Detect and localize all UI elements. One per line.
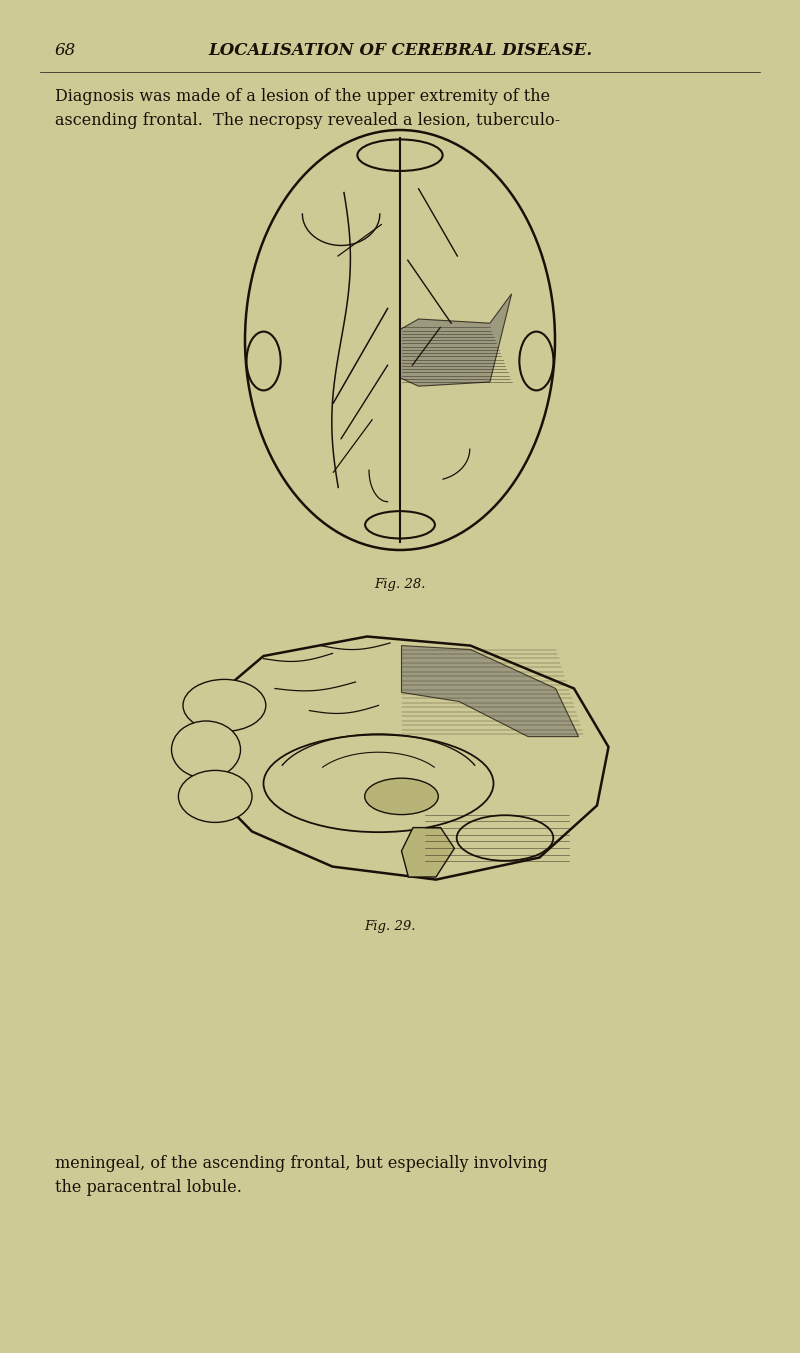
Ellipse shape xyxy=(365,778,438,815)
Ellipse shape xyxy=(365,511,435,538)
Ellipse shape xyxy=(183,679,266,732)
Text: Fig. 28.: Fig. 28. xyxy=(374,578,426,591)
Ellipse shape xyxy=(358,139,442,170)
Ellipse shape xyxy=(178,770,252,823)
Polygon shape xyxy=(400,294,512,386)
Text: LOCALISATION OF CEREBRAL DISEASE.: LOCALISATION OF CEREBRAL DISEASE. xyxy=(208,42,592,60)
Ellipse shape xyxy=(263,735,494,832)
Ellipse shape xyxy=(245,130,555,551)
Text: 68: 68 xyxy=(55,42,76,60)
Ellipse shape xyxy=(171,721,241,778)
Text: ascending frontal.  The necropsy revealed a lesion, tuberculo-: ascending frontal. The necropsy revealed… xyxy=(55,112,560,129)
Ellipse shape xyxy=(246,331,281,391)
Polygon shape xyxy=(402,645,578,736)
Ellipse shape xyxy=(519,331,554,391)
Polygon shape xyxy=(194,636,609,879)
Text: meningeal, of the ascending frontal, but especially involving: meningeal, of the ascending frontal, but… xyxy=(55,1155,548,1172)
Text: the paracentral lobule.: the paracentral lobule. xyxy=(55,1178,242,1196)
Text: Diagnosis was made of a lesion of the upper extremity of the: Diagnosis was made of a lesion of the up… xyxy=(55,88,550,106)
Text: Fig. 29.: Fig. 29. xyxy=(364,920,416,934)
Polygon shape xyxy=(402,828,454,877)
Ellipse shape xyxy=(457,816,554,861)
